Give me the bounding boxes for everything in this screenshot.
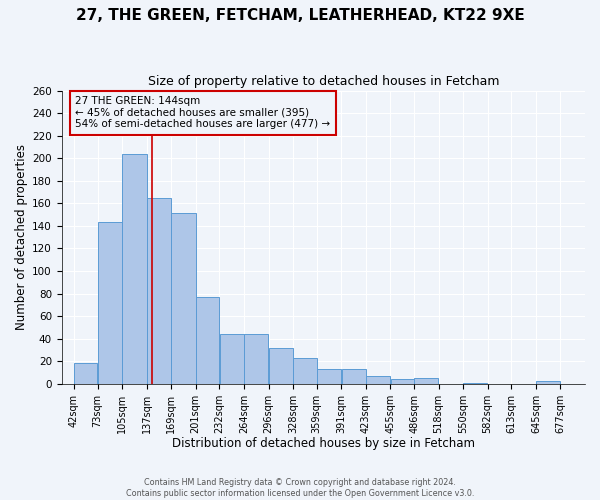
Bar <box>341 369 365 384</box>
Bar <box>244 334 268 384</box>
Bar <box>196 297 219 384</box>
Bar <box>172 214 196 384</box>
Bar <box>269 348 293 384</box>
Text: 27, THE GREEN, FETCHAM, LEATHERHEAD, KT22 9XE: 27, THE GREEN, FETCHAM, LEATHERHEAD, KT2… <box>76 8 524 22</box>
Y-axis label: Number of detached properties: Number of detached properties <box>15 144 28 330</box>
Bar <box>98 222 122 384</box>
Bar <box>147 198 171 384</box>
Bar <box>293 358 317 384</box>
Bar <box>415 378 439 384</box>
Bar <box>317 369 341 384</box>
Bar <box>74 364 97 384</box>
Bar <box>220 334 244 384</box>
X-axis label: Distribution of detached houses by size in Fetcham: Distribution of detached houses by size … <box>172 437 475 450</box>
Bar <box>122 154 146 384</box>
Title: Size of property relative to detached houses in Fetcham: Size of property relative to detached ho… <box>148 75 499 88</box>
Text: Contains HM Land Registry data © Crown copyright and database right 2024.
Contai: Contains HM Land Registry data © Crown c… <box>126 478 474 498</box>
Bar <box>366 376 390 384</box>
Bar <box>391 379 414 384</box>
Bar <box>463 382 487 384</box>
Text: 27 THE GREEN: 144sqm
← 45% of detached houses are smaller (395)
54% of semi-deta: 27 THE GREEN: 144sqm ← 45% of detached h… <box>76 96 331 130</box>
Bar <box>536 382 560 384</box>
